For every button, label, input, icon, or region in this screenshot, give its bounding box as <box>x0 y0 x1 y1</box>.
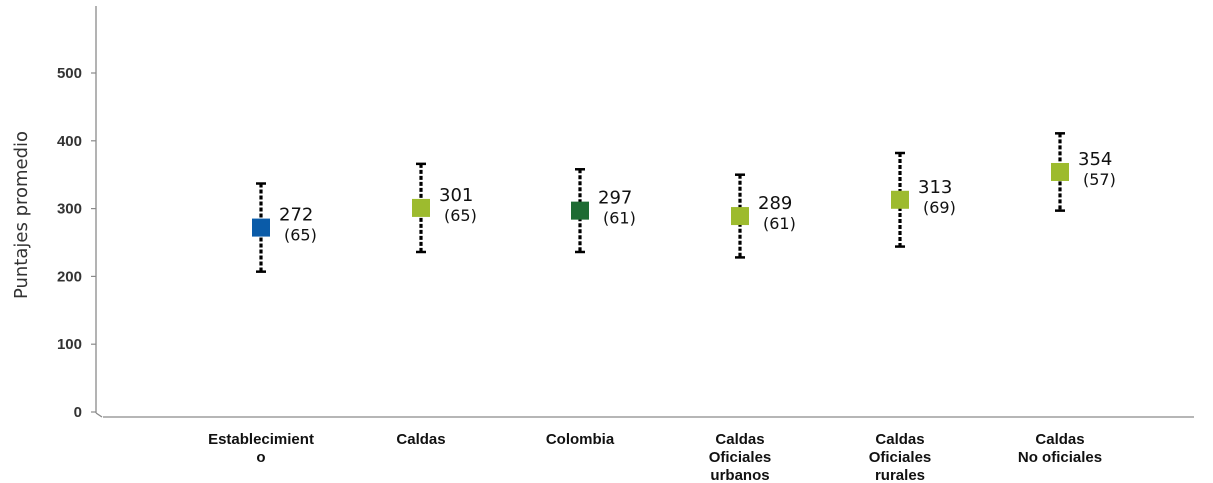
x-category-label-line: o <box>256 449 265 466</box>
sd-value-label: (65) <box>444 206 477 225</box>
x-category-label-line: rurales <box>875 467 925 483</box>
sd-value-label: (57) <box>1083 170 1116 189</box>
sd-value-label: (69) <box>923 198 956 217</box>
x-category-label-line: Caldas <box>715 431 764 448</box>
sd-value-label: (65) <box>284 226 317 245</box>
x-category-label-line: Caldas <box>1035 431 1084 448</box>
y-tick-label: 300 <box>57 201 82 218</box>
x-category-label-line: Caldas <box>396 431 445 448</box>
y-tick-label: 100 <box>57 336 82 353</box>
mean-marker <box>891 190 909 209</box>
x-category-label-line: Oficiales <box>709 449 772 466</box>
y-axis-title: Puntajes promedio <box>11 131 32 299</box>
axis-corner <box>95 412 103 418</box>
mean-value-label: 272 <box>279 205 313 226</box>
x-category-label-line: Oficiales <box>869 449 932 466</box>
mean-marker <box>731 207 749 226</box>
x-category-label-line: Colombia <box>546 431 615 448</box>
mean-value-label: 354 <box>1078 149 1112 170</box>
mean-value-label: 289 <box>758 193 792 214</box>
mean-value-label: 313 <box>918 177 952 198</box>
x-category-label-line: urbanos <box>710 467 769 483</box>
mean-marker <box>252 218 270 237</box>
mean-marker <box>571 201 589 220</box>
x-category-label-line: No oficiales <box>1018 449 1102 466</box>
y-tick-label: 500 <box>57 65 82 82</box>
mean-value-label: 301 <box>439 185 473 206</box>
x-category-label: Caldas No oficiales <box>1018 431 1102 466</box>
sd-value-label: (61) <box>603 209 636 228</box>
y-tick-label: 200 <box>57 268 82 285</box>
x-category-label-line: Establecimient <box>208 431 314 448</box>
x-category-label: Caldas <box>396 431 445 448</box>
x-category-label-line: Caldas <box>875 431 924 448</box>
x-category-label: Colombia <box>546 431 615 448</box>
sd-value-label: (61) <box>763 214 796 233</box>
chart-marks: 272(65)301(65)297(61)289(61)313(69)354(5… <box>252 132 1116 273</box>
mean-marker <box>412 198 430 217</box>
mean-value-label: 297 <box>598 188 632 209</box>
x-category-label: Caldas Oficiales rurales <box>869 431 932 483</box>
x-category-label: Establecimient o <box>208 431 314 466</box>
y-tick-label: 0 <box>74 404 82 421</box>
x-category-label: Caldas Oficiales urbanos <box>709 431 772 483</box>
y-tick-label: 400 <box>57 133 82 150</box>
mean-marker <box>1051 162 1069 181</box>
axes: 0 100 200 300 400 500 Puntajes promedio Estable… <box>11 6 1194 483</box>
